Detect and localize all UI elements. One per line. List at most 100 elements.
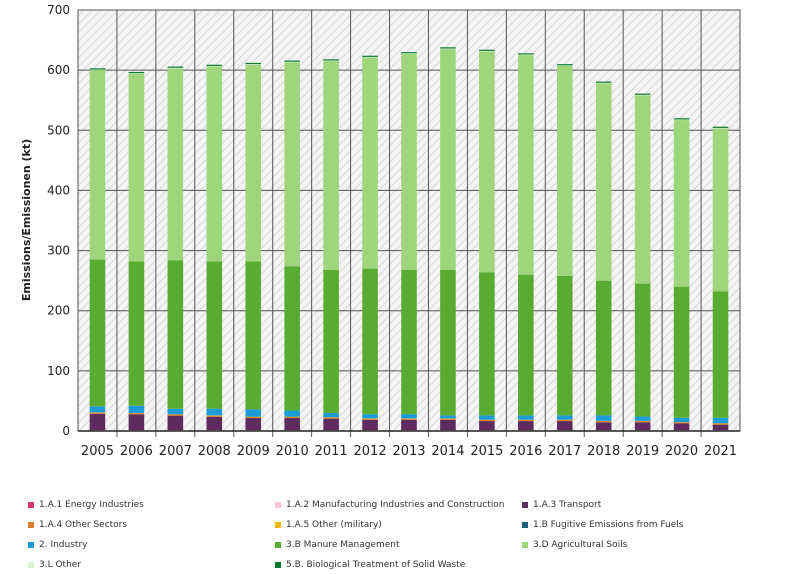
x-tick-label: 2019: [626, 444, 659, 459]
bar-segment: [128, 413, 145, 415]
bar-segment: [245, 418, 262, 431]
x-tick-label: 2010: [276, 444, 309, 459]
stacked-bar-chart: 0 100 200 300 400 500 600 700 2005 2006 2007 2008 20…: [20, 3, 741, 459]
legend-item: 1.A.3 Transport: [522, 500, 601, 510]
bar-segment: [167, 260, 184, 409]
bar-segment: [440, 47, 456, 49]
bar-segment: [479, 51, 495, 273]
bar-segment: [323, 418, 339, 431]
x-tick-label: 2012: [354, 444, 387, 459]
bar-segment: [167, 414, 184, 416]
bar-segment: [673, 286, 690, 418]
bar-segment: [595, 83, 612, 281]
bar-segment: [284, 60, 300, 62]
legend-item: 3.L Other: [28, 560, 81, 570]
bar-segment: [634, 283, 651, 417]
bar-segment: [440, 418, 456, 420]
bar-segment: [673, 417, 690, 422]
legend-swatch: [275, 522, 281, 528]
x-tick-label: 2021: [704, 444, 737, 459]
bar-segment: [440, 48, 456, 50]
bar-segment: [245, 416, 262, 419]
bar-segment: [401, 53, 417, 54]
legend-swatch: [275, 502, 281, 508]
bar-segment: [556, 64, 573, 66]
bar-segment: [167, 67, 184, 69]
bar-segment: [206, 66, 223, 262]
bar-segment: [245, 64, 262, 262]
bar-segment: [673, 119, 690, 121]
bar-segment: [362, 418, 378, 420]
legend-swatch: [275, 542, 281, 548]
bar-segment: [518, 421, 534, 431]
bar-segment: [206, 415, 223, 417]
y-tick-label: 100: [47, 364, 70, 378]
bar-segment: [556, 419, 573, 422]
legend-label: 1.A.5 Other (military): [286, 520, 382, 530]
legend-item: 1.A.2 Manufacturing Industries and Const…: [275, 500, 504, 510]
bar-segment: [595, 421, 612, 423]
bar-segment: [89, 69, 106, 71]
bar-segment: [556, 421, 573, 431]
x-tick-label: 2008: [198, 444, 231, 459]
bar-segment: [89, 70, 106, 260]
legend-label: 1.A.3 Transport: [533, 500, 602, 510]
bar-segment: [401, 419, 417, 431]
legend: 1.A.1 Energy Industries 1.A.2 Manufacturi…: [0, 496, 800, 574]
bar-segment: [89, 68, 106, 70]
bar-segment: [128, 414, 145, 431]
bar-segment: [284, 266, 300, 411]
bar-segment: [634, 421, 651, 423]
bar-segment: [556, 65, 573, 66]
legend-label: 5.B. Biological Treatment of Solid Waste: [286, 560, 466, 570]
bar-segment: [712, 417, 729, 424]
x-tick-label: 2015: [470, 444, 503, 459]
y-tick-label: 500: [47, 123, 70, 137]
legend-item: 5.B. Biological Treatment of Solid Waste: [275, 560, 465, 570]
legend-item: 1.A.5 Other (military): [275, 520, 382, 530]
bar-segment: [634, 416, 651, 421]
x-tick-label: 2006: [120, 444, 153, 459]
bar-segment: [712, 126, 729, 128]
bar-segment: [245, 64, 262, 65]
legend-item: 1.A.4 Other Sectors: [28, 520, 127, 530]
bar-segment: [518, 55, 534, 275]
legend-item: 1.A.1 Energy Industries: [28, 500, 144, 510]
bar-segment: [284, 62, 300, 267]
bar-segment: [401, 269, 417, 415]
bar-segment: [518, 415, 534, 420]
legend-label: 1.A.2 Manufacturing Industries and Const…: [286, 500, 505, 510]
bar-segment: [89, 412, 106, 414]
legend-swatch: [522, 522, 528, 528]
x-tick-label: 2018: [587, 444, 620, 459]
bar-segment: [479, 49, 495, 51]
bar-segment: [634, 93, 651, 95]
bar-segment: [712, 291, 729, 418]
bar-segment: [245, 62, 262, 65]
bar-segment: [401, 414, 417, 419]
bar-segment: [518, 274, 534, 416]
bar-segment: [479, 272, 495, 416]
legend-swatch: [28, 502, 34, 508]
x-tick-label: 2011: [315, 444, 348, 459]
bar-segment: [128, 261, 145, 406]
legend-label: 3.L Other: [39, 560, 82, 570]
y-axis-label: Emissions/Emissionen (kt): [20, 139, 33, 301]
legend-swatch: [522, 542, 528, 548]
legend-swatch: [522, 502, 528, 508]
bar-segment: [206, 64, 223, 66]
legend-label: 3.B Manure Management: [286, 540, 400, 550]
legend-label: 1.A.1 Energy Industries: [39, 500, 144, 510]
bar-segment: [595, 422, 612, 431]
legend-swatch: [28, 562, 34, 568]
y-tick-label: 300: [47, 244, 70, 258]
bar-segment: [323, 61, 339, 270]
bar-segment: [634, 95, 651, 284]
bar-segment: [284, 416, 300, 419]
y-tick-label: 600: [47, 63, 70, 77]
bar-segment: [479, 415, 495, 420]
bar-segment: [673, 120, 690, 287]
legend-swatch: [28, 542, 34, 548]
legend-label: 3.D Agricultural Soils: [533, 540, 628, 550]
bar-segment: [167, 415, 184, 431]
